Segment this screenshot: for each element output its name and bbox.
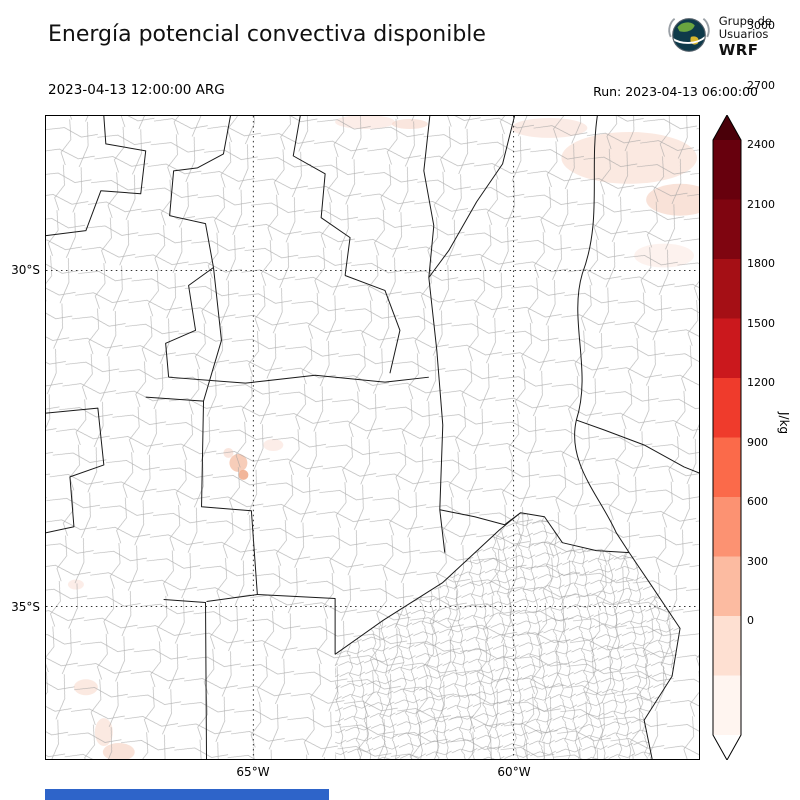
colorbar-tick: 3000 — [747, 19, 775, 32]
latitude-label-35s: 35°S — [11, 600, 40, 614]
colorbar-tick: 600 — [747, 495, 768, 508]
logo-text: Grupo de Usuarios WRF — [718, 14, 772, 59]
province-boundaries — [46, 116, 699, 759]
wrf-users-group-logo: Grupo de Usuarios WRF — [666, 12, 772, 62]
map-svg — [46, 116, 699, 759]
colorbar-tick: 1200 — [747, 376, 775, 389]
colorbar-tick: 1500 — [747, 317, 775, 330]
logo-wrf: WRF — [718, 40, 759, 59]
longitude-label-60w: 60°W — [497, 765, 531, 779]
colorbar-tick: 2700 — [747, 79, 775, 92]
colorbar-tick: 0 — [747, 614, 754, 627]
colorbar-tick: 2100 — [747, 198, 775, 211]
colorbar-tick: 900 — [747, 436, 768, 449]
longitude-label-65w: 65°W — [236, 765, 270, 779]
map-canvas — [45, 115, 700, 760]
valid-time-label: 2023-04-13 12:00:00 ARG — [48, 82, 225, 98]
colorbar-unit-label: J/kg — [777, 412, 791, 435]
globe-icon — [666, 12, 712, 62]
colorbar — [712, 115, 742, 760]
bottom-bar — [45, 789, 329, 800]
colorbar-tick: 2400 — [747, 138, 775, 151]
department-boundaries — [46, 116, 699, 759]
latitude-label-30s: 30°S — [11, 263, 40, 277]
run-time-label: Run: 2023-04-13 06:00:00 — [593, 84, 758, 99]
colorbar-tick: 300 — [747, 555, 768, 568]
page-title: Energía potencial convectiva disponible — [48, 22, 486, 47]
gridlines — [46, 116, 699, 759]
colorbar-tick: 1800 — [747, 257, 775, 270]
logo-line-2: Usuarios — [718, 27, 769, 42]
colorbar-over-arrow — [713, 115, 741, 140]
colorbar-under-arrow — [713, 735, 741, 760]
logo-line-1: Grupo de — [718, 14, 772, 29]
